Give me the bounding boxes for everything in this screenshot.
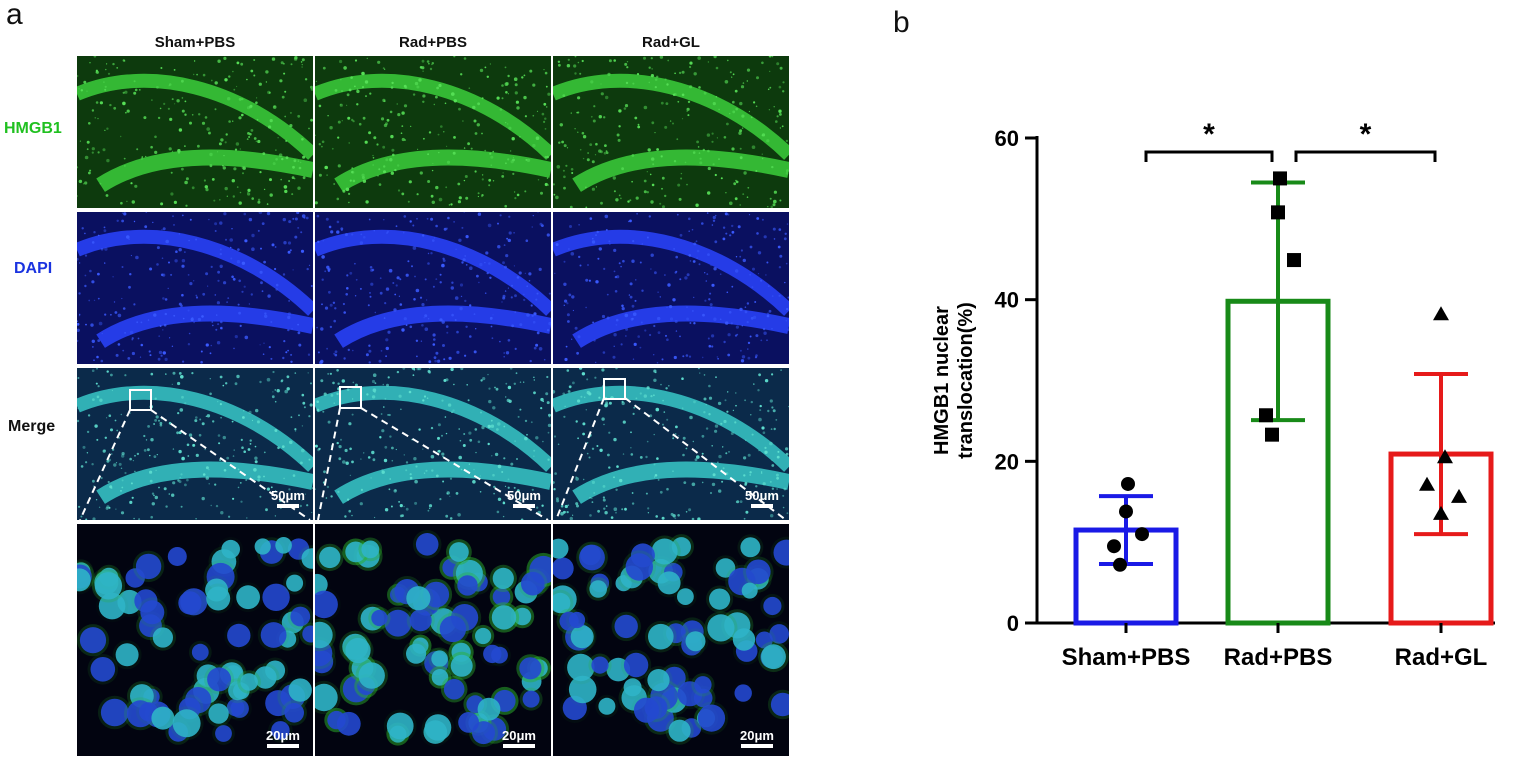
y-axis-label-line: translocation(%) [955, 302, 977, 459]
micrograph-hmgb1-rad-gl [553, 56, 789, 208]
scale-bar-label: 50μm [271, 488, 305, 503]
x-tick-label: Sham+PBS [1062, 644, 1191, 671]
panel-b-letter: b [893, 6, 910, 39]
micrograph-zoom-rad-gl [553, 524, 789, 756]
data-point [1265, 427, 1279, 442]
significance-bracket [1294, 150, 1437, 162]
row-label-hmgb1: HMGB1 [4, 120, 62, 137]
scale-bar-50um-rad-gl: 50μm [740, 488, 784, 508]
data-point [1135, 527, 1149, 542]
data-point [1433, 505, 1449, 520]
micrograph-dapi-rad-gl [553, 212, 789, 364]
micrograph-dapi-rad-pbs [315, 212, 551, 364]
scale-bar-label: 20μm [740, 728, 774, 743]
micrograph-zoom-sham [77, 524, 313, 756]
scale-bar-label: 20μm [266, 728, 300, 743]
micrograph-dapi-sham [77, 212, 313, 364]
data-point [1273, 171, 1287, 186]
data-point [1433, 306, 1449, 321]
y-tick-label: 0 [1007, 611, 1019, 636]
data-point [1271, 205, 1285, 220]
data-point [1259, 408, 1273, 423]
scale-bar-label: 50μm [745, 488, 779, 503]
y-tick-label: 40 [995, 288, 1019, 313]
data-point [1113, 557, 1127, 572]
scale-bar-label: 50μm [507, 488, 541, 503]
column-header-sham-pbs: Sham+PBS [154, 34, 236, 51]
significance-star: * [1203, 118, 1215, 151]
data-point [1451, 488, 1467, 503]
micrograph-zoom-rad-pbs [315, 524, 551, 756]
micrograph-hmgb1-sham [77, 56, 313, 208]
data-point [1437, 449, 1453, 464]
scale-bar-20um-rad-pbs: 20μm [497, 728, 541, 748]
micrograph-hmgb1-rad-pbs [315, 56, 551, 208]
data-point [1119, 504, 1133, 519]
column-header-rad-gl: Rad+GL [642, 34, 700, 51]
scale-bar-20um-rad-gl: 20μm [735, 728, 779, 748]
scale-bar-20um-sham: 20μm [261, 728, 305, 748]
data-point [1419, 476, 1435, 491]
significance-star: * [1360, 118, 1372, 151]
row-label-dapi: DAPI [14, 260, 53, 277]
bar-chart: 0 20 40 60 HMGB1 nuclear translocation(%) Sham… [931, 118, 1495, 671]
y-axis-label-line: HMGB1 nuclear [931, 306, 953, 455]
row-label-merge: Merge [8, 418, 56, 435]
x-tick-label: Rad+PBS [1224, 644, 1333, 671]
significance-bracket [1144, 150, 1274, 162]
data-point [1121, 476, 1135, 491]
panel-a-letter: a [6, 0, 23, 31]
x-tick-label: Rad+GL [1395, 644, 1488, 671]
y-axis-label: HMGB1 nuclear translocation(%) [931, 302, 977, 459]
scale-bar-50um-rad-pbs: 50μm [502, 488, 546, 508]
data-point [1107, 539, 1121, 554]
scale-bar-label: 20μm [502, 728, 536, 743]
y-tick-label: 60 [995, 126, 1019, 151]
scale-bar-50um-sham: 50μm [266, 488, 310, 508]
data-point [1287, 253, 1301, 268]
y-tick-label: 20 [995, 449, 1019, 474]
column-header-rad-pbs: Rad+PBS [399, 34, 467, 51]
